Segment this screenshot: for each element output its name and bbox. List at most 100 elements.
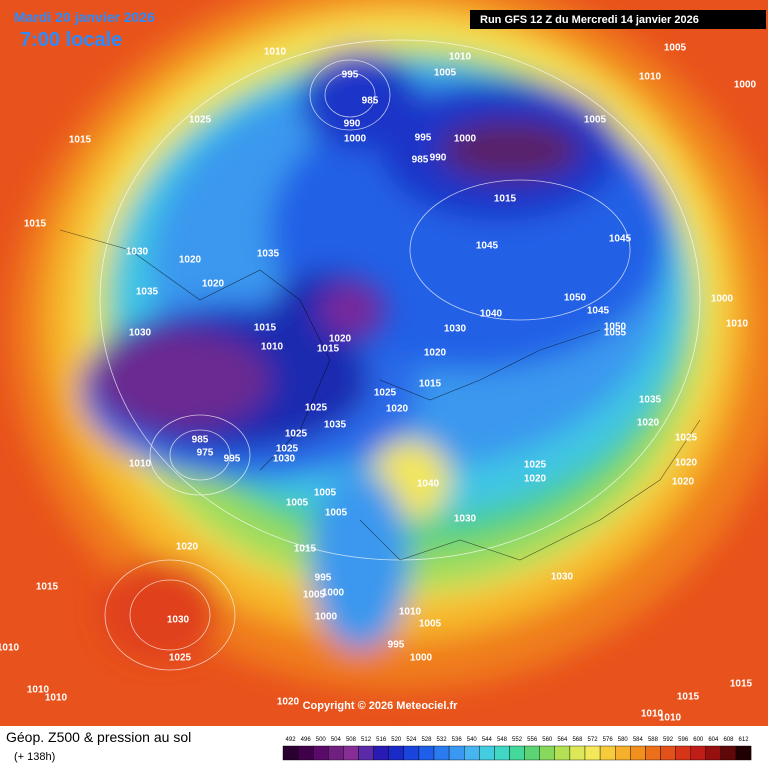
lead: (+ 138h) (14, 751, 55, 763)
footer-title: Géop. Z500 & pression au sol (6, 729, 191, 745)
scale-swatch (615, 745, 631, 761)
scale-swatch (630, 745, 646, 761)
isobar-label: 1000 (344, 134, 367, 145)
scale-swatch (660, 745, 676, 761)
isobar-label: 1010 (0, 643, 20, 654)
scale-label: 504 (331, 737, 342, 743)
isobar-label: 1020 (176, 542, 199, 553)
scale-swatch (418, 745, 435, 761)
isobar-label: 1025 (675, 433, 698, 444)
isobar-label: 1020 (524, 474, 547, 485)
scale-swatch (675, 745, 691, 761)
isobar-label: 1000 (410, 653, 433, 664)
isobar-label: 1030 (454, 514, 477, 525)
isobar-label: 1010 (261, 342, 284, 353)
scale-label: 548 (497, 737, 508, 743)
isobar-label: 990 (430, 153, 447, 164)
scale-label: 492 (286, 737, 297, 743)
isobar-label: 1025 (189, 115, 212, 126)
scale-label: 588 (648, 737, 659, 743)
copyright: Copyright © 2026 Meteociel.fr (303, 700, 459, 712)
isobar-label: 1055 (604, 328, 627, 339)
scale-label: 576 (603, 737, 614, 743)
isobar-label: 1025 (305, 403, 328, 414)
isobar-label: 1005 (584, 115, 607, 126)
scale-label: 556 (527, 737, 538, 743)
isobar-label: 1045 (476, 241, 499, 252)
scale-label: 560 (542, 737, 553, 743)
scale-swatch (282, 745, 299, 761)
scale-swatch (328, 745, 344, 761)
isobar-label: 1005 (434, 68, 457, 79)
scale-swatch (464, 745, 480, 761)
scale-label: 524 (406, 737, 417, 743)
isobar-label: 1035 (136, 287, 159, 298)
time: 7:00 locale (20, 29, 122, 51)
scale-label: 564 (557, 737, 568, 743)
isobar-label: 995 (224, 454, 241, 465)
scale-swatch (373, 745, 389, 761)
isobar-label: 1005 (314, 488, 337, 499)
isobar-label: 995 (315, 573, 332, 584)
scale-label: 596 (678, 737, 689, 743)
isobar-label: 1020 (277, 697, 300, 708)
isobar-label: 1020 (329, 334, 352, 345)
scale-swatch (599, 745, 616, 761)
isobar-label: 1050 (564, 293, 587, 304)
isobar-label: 1020 (637, 418, 660, 429)
isobar-label: 1020 (179, 255, 202, 266)
scale-label: 608 (723, 737, 734, 743)
isobar-label: 1015 (419, 379, 442, 390)
isobar-label: 985 (412, 155, 429, 166)
scale-swatch (433, 745, 450, 761)
scale-label: 496 (301, 737, 312, 743)
scale-label: 580 (618, 737, 629, 743)
isobar-label: 1005 (303, 590, 326, 601)
run: Run GFS 12 Z du Mercredi 14 janvier 2026 (480, 14, 699, 26)
scale-swatch (403, 745, 420, 761)
isobar-label: 1005 (325, 508, 348, 519)
scale-label: 612 (739, 737, 750, 743)
isobar-label: 1000 (454, 134, 477, 145)
scale-label: 600 (693, 737, 704, 743)
isobar-label: 1010 (264, 47, 287, 58)
isobar-label: 1010 (639, 72, 662, 83)
isobar-label: 1035 (324, 420, 347, 431)
scale-label: 512 (361, 737, 372, 743)
scale-label: 544 (482, 737, 493, 743)
scale-label: 572 (588, 737, 599, 743)
isobar-label: 1010 (726, 319, 749, 330)
scale-swatch (645, 745, 661, 761)
isobar-label: 1045 (587, 306, 610, 317)
isobar-label: 1025 (285, 429, 308, 440)
scale-swatch (735, 745, 752, 761)
isobar-label: 1015 (494, 194, 517, 205)
isobar-label: 975 (197, 448, 214, 459)
isobar-label: 1010 (449, 52, 472, 63)
scale-swatch (705, 745, 722, 761)
isobar-label: 1000 (322, 588, 345, 599)
isobar-label: 1015 (677, 692, 700, 703)
scale-swatch (297, 745, 314, 761)
scale-swatch (313, 745, 329, 761)
isobar-label: 1005 (664, 43, 687, 54)
isobar-label: 1005 (286, 498, 309, 509)
scale-swatch (358, 745, 374, 761)
isobar-label: 990 (344, 119, 361, 130)
scale-swatch (539, 745, 556, 761)
scale-label: 604 (708, 737, 719, 743)
scale-label: 528 (421, 737, 432, 743)
scale-label: 592 (663, 737, 674, 743)
isobar-label: 1020 (386, 404, 409, 415)
scale-swatch (524, 745, 540, 761)
scale-swatch (343, 745, 359, 761)
isobar-label: 995 (388, 640, 405, 651)
date: Mardi 20 janvier 2026 (14, 9, 155, 25)
isobar-label: 1040 (417, 479, 440, 490)
scale-label: 520 (391, 737, 402, 743)
isobar-label: 1020 (424, 348, 447, 359)
scale-label: 508 (346, 737, 357, 743)
scale-label: 500 (316, 737, 327, 743)
isobar-label: 1015 (294, 544, 317, 555)
scale-label: 540 (467, 737, 478, 743)
